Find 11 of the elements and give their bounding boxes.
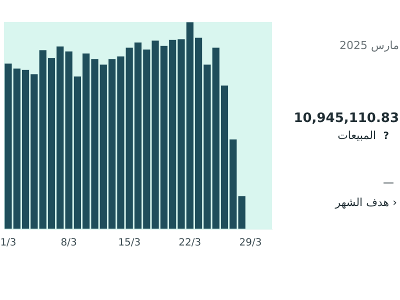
text: — [383, 176, 394, 189]
text: 10,945,110.83 [294, 111, 399, 126]
x-tick-label: 29/3 [239, 238, 262, 248]
x-tick-label: 22/3 [178, 238, 202, 248]
text: هدف الشهر › [334, 196, 397, 209]
x-tick-label: 15/3 [118, 238, 141, 248]
text: المبيعات [338, 129, 376, 142]
text: مارس 2025 [340, 39, 400, 52]
text: ? [383, 131, 390, 142]
x-tick-label: 8/3 [60, 238, 77, 248]
x-tick-label: 1/3 [0, 238, 16, 248]
